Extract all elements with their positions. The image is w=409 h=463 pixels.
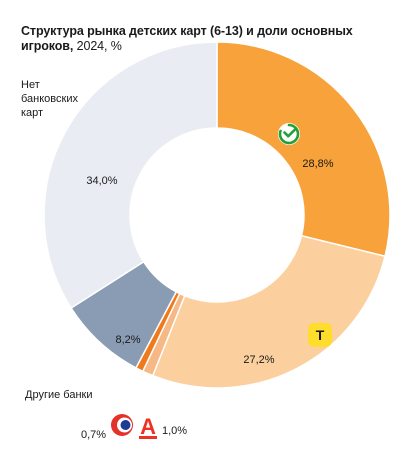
no-cards-label-line-1: Нет: [21, 79, 40, 91]
chart-title-bold: Структура рынка детских карт (6-13) и до…: [21, 24, 353, 53]
chart-title-year: 2024, %: [76, 39, 122, 53]
donut-slice-label-1: 27,2%: [243, 354, 274, 366]
sber-logo-icon: [278, 123, 300, 145]
donut-slice-label-4: 8,2%: [115, 334, 140, 346]
donut-slice-0: [216, 41, 391, 258]
donut-slice-labels: 28,8% 27,2% 8,2% 34,0%: [86, 158, 333, 366]
sovcom-value-label: 0,7%: [81, 429, 107, 441]
sber-logo-check: [283, 127, 298, 138]
sber-logo-ring: [278, 123, 300, 145]
tbank-logo-bg: [308, 323, 332, 347]
no-cards-label-line-2: банковских: [21, 93, 78, 105]
sovcom-logo-core: [120, 420, 131, 430]
donut-slice-label-5: 34,0%: [86, 175, 117, 187]
donut-slice-label-0: 28,8%: [302, 158, 333, 170]
donut-slice-5: [43, 41, 218, 310]
tbank-logo-icon: Т: [308, 323, 332, 347]
alfa-logo-letter: А: [140, 414, 156, 439]
alfa-value-label: 1,0%: [162, 425, 188, 437]
alfa-logo-icon: А: [139, 414, 157, 439]
other-banks-label: Другие банки: [25, 389, 93, 401]
alfa-logo-bar: [139, 436, 157, 439]
tbank-logo-letter: Т: [316, 327, 325, 343]
donut-slices: [43, 41, 391, 389]
chart-title: Структура рынка детских карт (6-13) и до…: [21, 24, 391, 54]
donut-slice-1: [151, 234, 386, 389]
no-cards-label-line-3: карт: [21, 107, 44, 119]
no-cards-label: Нет банковских карт: [21, 78, 78, 120]
sovcom-logo-icon: [111, 414, 133, 436]
